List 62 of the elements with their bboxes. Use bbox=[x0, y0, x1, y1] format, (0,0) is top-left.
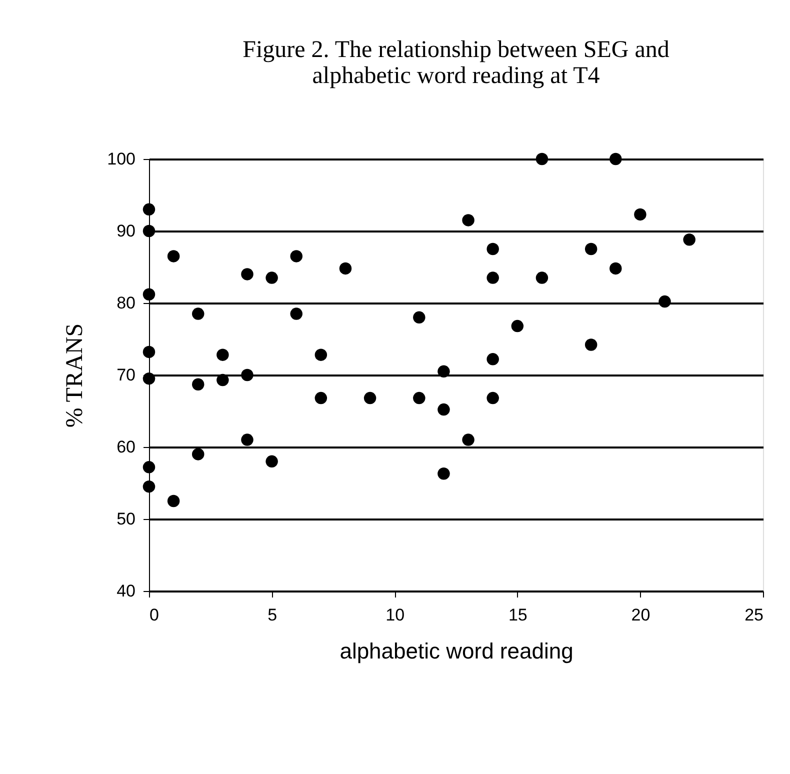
point bbox=[413, 392, 426, 404]
y-tick-label: 80 bbox=[116, 294, 136, 312]
point bbox=[192, 448, 204, 460]
point bbox=[536, 152, 548, 166]
point bbox=[462, 214, 474, 226]
y-tick-label: 40 bbox=[116, 582, 136, 600]
point bbox=[167, 494, 180, 508]
point bbox=[192, 378, 204, 390]
y-tick-label: 70 bbox=[116, 366, 136, 384]
point bbox=[364, 392, 376, 404]
y-tick-label: 90 bbox=[116, 222, 136, 240]
point bbox=[486, 353, 499, 366]
point bbox=[486, 392, 499, 404]
point bbox=[216, 374, 229, 386]
point bbox=[142, 480, 156, 493]
point bbox=[339, 262, 352, 275]
y-tick-label: 50 bbox=[116, 510, 136, 528]
x-tick-label: 15 bbox=[508, 606, 528, 624]
point bbox=[584, 242, 598, 256]
point bbox=[167, 250, 180, 262]
point bbox=[216, 348, 229, 361]
point bbox=[462, 434, 474, 446]
point bbox=[142, 224, 156, 238]
point bbox=[290, 308, 302, 320]
x-tick-label: 0 bbox=[150, 606, 159, 624]
point bbox=[438, 365, 450, 378]
point bbox=[142, 203, 156, 216]
point bbox=[192, 308, 204, 320]
point bbox=[266, 272, 278, 284]
point bbox=[610, 262, 622, 275]
point bbox=[266, 455, 278, 468]
point bbox=[486, 272, 499, 284]
chart-title: Figure 2. The relationship between SEG and alphabetic word reading at T4 bbox=[242, 37, 670, 89]
x-tick-label: 5 bbox=[268, 606, 278, 624]
point bbox=[142, 461, 156, 474]
point bbox=[314, 392, 328, 404]
x-tick-label: 20 bbox=[631, 606, 650, 624]
point bbox=[290, 250, 302, 262]
point bbox=[610, 152, 622, 166]
point bbox=[241, 434, 254, 446]
point bbox=[413, 311, 426, 324]
point bbox=[658, 295, 671, 308]
point bbox=[438, 403, 450, 416]
point bbox=[511, 320, 524, 332]
point bbox=[634, 208, 646, 221]
point bbox=[142, 372, 156, 385]
x-tick-label: 10 bbox=[386, 606, 405, 624]
y-axis-title: % TRANS bbox=[62, 323, 88, 428]
point bbox=[536, 272, 548, 284]
point bbox=[142, 346, 156, 358]
point bbox=[241, 268, 254, 280]
point bbox=[438, 468, 450, 480]
point bbox=[142, 288, 156, 300]
point bbox=[584, 338, 598, 351]
x-axis-title: alphabetic word reading bbox=[340, 638, 574, 664]
y-tick-label: 100 bbox=[107, 150, 136, 168]
x-tick-label: 25 bbox=[744, 606, 764, 624]
y-tick-label: 60 bbox=[116, 438, 136, 456]
point bbox=[314, 348, 328, 361]
point bbox=[683, 234, 696, 246]
point bbox=[241, 368, 254, 382]
point bbox=[486, 242, 499, 256]
